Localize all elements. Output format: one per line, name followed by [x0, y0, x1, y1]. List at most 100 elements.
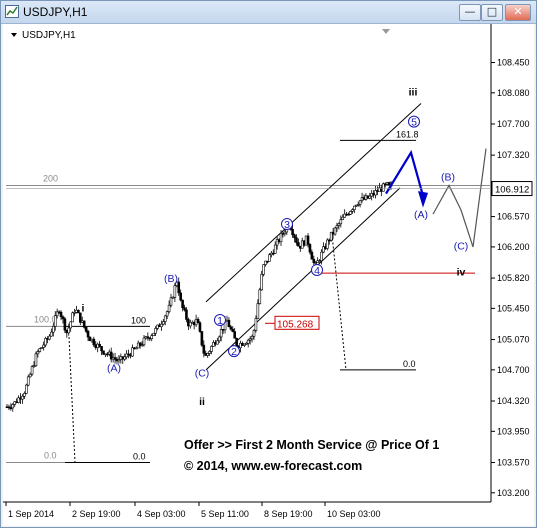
- candle-body: [173, 285, 177, 298]
- channel-lower: [205, 187, 401, 371]
- time-tick-label: 1 Sep 2014: [8, 509, 54, 519]
- projection-path-2: [432, 148, 487, 248]
- wave-C-second: (C): [454, 240, 469, 252]
- price-tick-label: 105.820: [497, 273, 530, 283]
- wave-iii: iii: [409, 86, 418, 98]
- time-tick-label: 5 Sep 11:00: [201, 509, 249, 519]
- current-price-label: 106.912: [495, 185, 529, 196]
- candle-body: [84, 326, 88, 332]
- candle-body: [333, 227, 337, 235]
- wave-1-circle: [214, 313, 226, 326]
- candle-body: [320, 251, 323, 261]
- candle-body: [61, 316, 65, 320]
- fib-161-label: 161.8: [396, 129, 419, 139]
- candle-body: [189, 322, 192, 327]
- candle-body: [297, 242, 300, 247]
- level-box-label: 105.268: [277, 319, 314, 330]
- candle-body: [67, 327, 71, 334]
- candle-body: [343, 213, 346, 218]
- candle-body: [260, 273, 264, 291]
- candle-body: [264, 260, 267, 265]
- candle-body: [69, 321, 72, 329]
- candle-body: [38, 348, 42, 352]
- candle-body: [77, 309, 80, 314]
- candle-body: [26, 376, 30, 386]
- fib-0-label: 0.0: [133, 451, 146, 461]
- candle-body: [312, 258, 316, 263]
- fib-200-label: 200: [43, 173, 58, 183]
- candle-body: [28, 373, 32, 378]
- minimize-button[interactable]: —: [459, 4, 481, 21]
- candle-body: [117, 359, 121, 362]
- chart-symbol-label: USDJPY,H1: [22, 30, 76, 41]
- candle-body: [306, 235, 310, 245]
- candle-body: [262, 264, 265, 275]
- candle-body: [30, 366, 34, 375]
- title-bar[interactable]: USDJPY,H1 — □ ✕: [1, 1, 536, 24]
- price-tick-label: 104.700: [497, 365, 530, 375]
- candle-body: [314, 262, 318, 264]
- wave-B-first: (B): [164, 273, 178, 285]
- wave-C-first: (C): [195, 367, 210, 379]
- candle-body: [179, 292, 182, 301]
- wave-4-circle: [311, 263, 323, 276]
- projection: [385, 148, 487, 248]
- candle-body: [347, 213, 350, 216]
- price-tick-label: 105.070: [497, 335, 530, 345]
- wave-2-circle: [228, 345, 240, 358]
- candle-body: [227, 319, 231, 328]
- candle-body: [318, 260, 321, 262]
- candle-body: [326, 239, 329, 249]
- wave-4: 4: [314, 265, 320, 277]
- projection-arrowhead: [418, 191, 428, 208]
- price-tick-label: 103.570: [497, 457, 530, 467]
- candle-body: [100, 346, 103, 352]
- candle-body: [183, 307, 186, 311]
- candle-body: [368, 195, 372, 199]
- price-tick-label: 108.080: [497, 88, 530, 98]
- candle-body: [171, 296, 175, 299]
- window-title: USDJPY,H1: [23, 5, 88, 19]
- candle-body: [7, 406, 11, 409]
- candle-body: [181, 299, 184, 309]
- maximize-button[interactable]: □: [481, 4, 503, 21]
- candle-body: [52, 326, 55, 333]
- candle-body: [185, 309, 188, 320]
- candle-body: [48, 335, 51, 340]
- candle-body: [351, 209, 354, 212]
- candle-body: [86, 330, 90, 338]
- candle-body: [154, 328, 157, 334]
- symbol-menu-icon[interactable]: [11, 33, 17, 37]
- candle-body: [229, 326, 233, 330]
- wave-1: 1: [217, 315, 223, 327]
- candle-body: [387, 182, 391, 186]
- candle-body: [42, 344, 45, 348]
- candle-body: [92, 338, 96, 346]
- candle-body: [63, 318, 67, 331]
- candle-body: [165, 311, 169, 317]
- wave-B-second: (B): [441, 172, 455, 184]
- wave-ii: ii: [199, 396, 205, 408]
- candle-body: [82, 320, 86, 328]
- fib-0-gray-label: 0.0: [44, 450, 57, 460]
- price-tick-label: 106.200: [497, 242, 530, 252]
- wave-A-first: (A): [107, 362, 121, 374]
- candle-body: [353, 205, 356, 210]
- candle-body: [71, 312, 74, 323]
- price-tick-label: 107.320: [497, 150, 530, 160]
- candle-body: [138, 342, 142, 346]
- price-chart[interactable]: USDJPY,H1 108.450108.080107.700107.32010…: [3, 24, 534, 526]
- chart-shift-marker[interactable]: [382, 29, 390, 34]
- chart-window-icon: [5, 5, 19, 18]
- fib-0-upper-label: 0.0: [403, 359, 416, 369]
- candle-body: [125, 353, 128, 358]
- candle-body: [177, 281, 181, 294]
- time-tick-label: 2 Sep 19:00: [72, 509, 121, 519]
- footer-copyright: © 2014, www.ew-forecast.com: [184, 459, 362, 473]
- fib-100-gray-label: 100.0: [34, 314, 57, 324]
- candle-body: [206, 353, 209, 356]
- candle-body: [109, 351, 113, 360]
- time-tick-label: 4 Sep 03:00: [137, 509, 186, 519]
- close-button[interactable]: ✕: [505, 4, 531, 21]
- fib-drop-line: [68, 337, 76, 463]
